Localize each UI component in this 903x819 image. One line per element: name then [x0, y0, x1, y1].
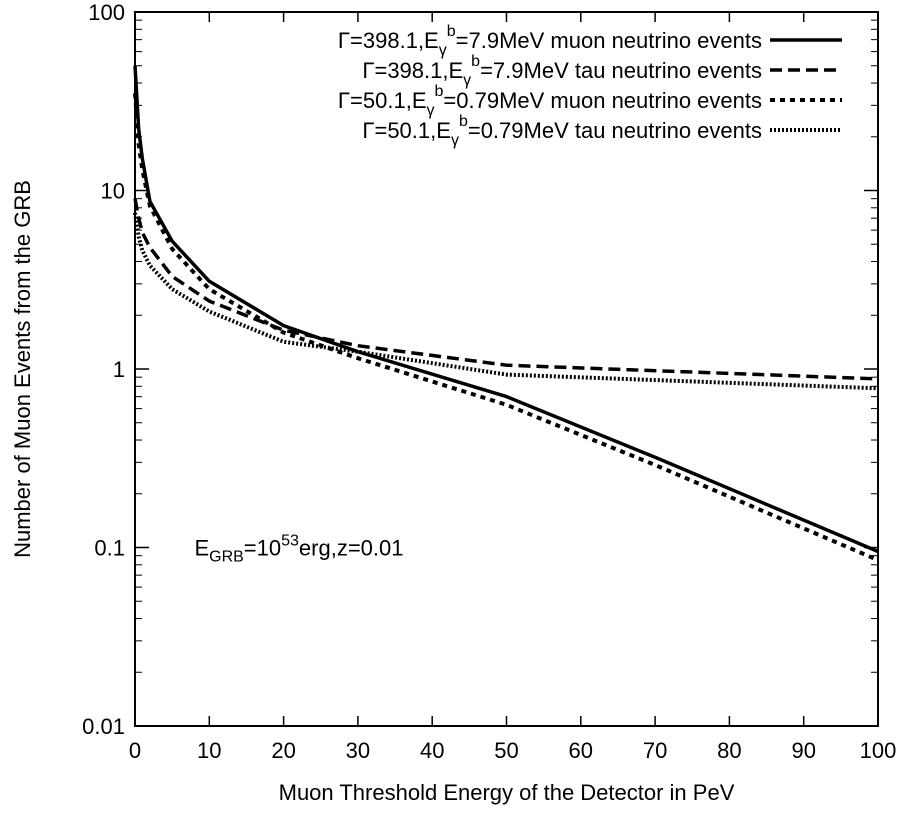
y-tick-label: 0.1	[94, 536, 125, 561]
legend-subscript: γ	[451, 132, 459, 149]
legend: Γ=398.1,Eγb=7.9MeV muon neutrino eventsΓ…	[338, 23, 842, 149]
legend-text-post: =0.79MeV muon neutrino events	[443, 88, 762, 113]
x-tick-label: 100	[860, 738, 897, 763]
legend-subscript: γ	[439, 42, 447, 59]
legend-superscript: b	[435, 83, 444, 100]
x-tick-label: 50	[494, 738, 518, 763]
legend-subscript: γ	[427, 102, 435, 119]
legend-entry-4: Γ=50.1,Eγb=0.79MeV tau neutrino events	[362, 113, 762, 149]
legend-text-pre: Γ=50.1,E	[362, 118, 451, 143]
legend-text-post: =7.9MeV muon neutrino events	[456, 28, 762, 53]
annotation-subscript: GRB	[209, 549, 244, 566]
legend-text-pre: Γ=398.1,E	[338, 28, 439, 53]
y-tick-label: 10	[101, 179, 125, 204]
legend-superscript: b	[447, 23, 456, 40]
legend-text-post: =7.9MeV tau neutrino events	[480, 58, 762, 83]
y-axis-label: Number of Muon Events from the GRB	[10, 180, 35, 558]
x-tick-label: 20	[271, 738, 295, 763]
series-layer	[133, 65, 879, 562]
annotation-suffix: erg,z=0.01	[299, 536, 404, 561]
series-line-1	[133, 65, 879, 554]
annotation-prefix: E	[194, 536, 209, 561]
x-tick-label: 70	[643, 738, 667, 763]
x-tick-label: 0	[129, 738, 141, 763]
x-tick-label: 60	[569, 738, 593, 763]
legend-text-pre: Γ=398.1,E	[362, 58, 463, 83]
series-line-2	[133, 198, 879, 381]
legend-text-post: =0.79MeV tau neutrino events	[468, 118, 762, 143]
legend-text-pre: Γ=50.1,E	[338, 88, 427, 113]
legend-entry-2: Γ=398.1,Eγb=7.9MeV tau neutrino events	[362, 53, 762, 89]
y-tick-label: 1	[113, 357, 125, 382]
x-tick-label: 30	[346, 738, 370, 763]
x-tick-label: 90	[791, 738, 815, 763]
x-tick-label: 80	[717, 738, 741, 763]
x-axis-label: Muon Threshold Energy of the Detector in…	[279, 780, 735, 805]
annotation-superscript: 53	[281, 533, 299, 550]
y-tick-label: 0.01	[82, 714, 125, 739]
series-line-4	[133, 212, 879, 391]
annotation-mid: =10	[244, 536, 281, 561]
legend-superscript: b	[459, 113, 468, 130]
legend-entry-1: Γ=398.1,Eγb=7.9MeV muon neutrino events	[338, 23, 762, 59]
y-axis-ticks: 0.01 0.1 1 10 100	[82, 0, 878, 739]
y-tick-label: 100	[88, 0, 125, 25]
legend-subscript: γ	[463, 72, 471, 89]
legend-entry-3: Γ=50.1,Eγb=0.79MeV muon neutrino events	[338, 83, 762, 119]
x-tick-label: 10	[197, 738, 221, 763]
series-line-3	[133, 93, 879, 562]
legend-superscript: b	[471, 53, 480, 70]
energy-redshift-annotation: EGRB=1053erg,z=0.01	[194, 533, 403, 566]
x-axis-ticks: 0 10 20 30 40 50 60 70 80 90 100	[129, 12, 896, 763]
x-tick-label: 40	[420, 738, 444, 763]
